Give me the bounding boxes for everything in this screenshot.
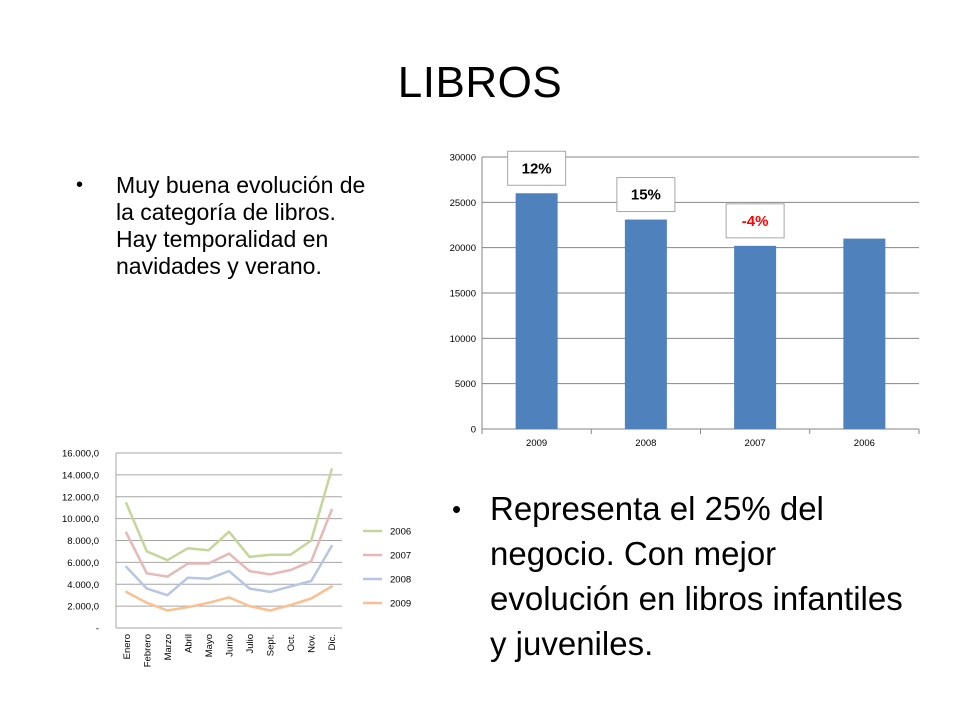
monthly-line-chart: - 2.000,0 4.000,0 6.000,0 8.000,0 10.000,0 12.…: [62, 449, 411, 668]
growth-label-box: [507, 150, 567, 186]
bullet-2: • Representa el 25% del negocio. Con mej…: [452, 486, 922, 666]
bar: [734, 245, 777, 429]
x-tick-label: Julio: [245, 634, 256, 654]
growth-label-box: [616, 177, 676, 213]
y-tick-label: 6.000,0: [67, 558, 99, 569]
yearly-bar-chart: 0 5000 10000 15000 20000 25000 30000 2009 12% 200…: [450, 150, 920, 449]
x-tick-label: Enero: [122, 634, 133, 659]
y-tick-label: 10.000,0: [62, 514, 99, 525]
bullet-dot-icon: •: [76, 174, 84, 196]
bar: [843, 238, 886, 429]
bar: [515, 193, 558, 429]
y-tick-label: 0: [471, 425, 476, 436]
x-tick-label: Oct.: [286, 634, 297, 651]
y-tick-label: 5000: [455, 379, 476, 390]
series-line-2008: [125, 544, 333, 597]
legend-label: 2009: [390, 599, 411, 610]
growth-label: -4%: [742, 213, 769, 230]
series-line-2009: [125, 585, 333, 612]
y-tick-label: 15000: [450, 289, 476, 300]
x-tick-label: 2007: [745, 438, 766, 449]
y-tick-label: 25000: [450, 198, 476, 209]
x-tick-label: Dic.: [327, 634, 338, 650]
x-tick-label: Abril: [183, 634, 194, 653]
bullet-2-text: Representa el 25% del negocio. Con mejor…: [490, 490, 903, 662]
series-line-2006: [125, 468, 333, 562]
x-tick-label: Nov.: [307, 634, 318, 653]
x-tick-label: Sept.: [266, 634, 277, 656]
slide-title: LIBROS: [397, 58, 563, 107]
bar: [624, 219, 667, 429]
y-tick-label: 12.000,0: [62, 492, 99, 503]
y-tick-label: 8.000,0: [67, 536, 99, 547]
y-tick-label: 4.000,0: [67, 580, 99, 591]
x-tick-label: Mayo: [204, 634, 215, 657]
bullet-1-text: Muy buena evolución de la categoría de l…: [116, 172, 366, 279]
y-tick-label: 14.000,0: [62, 470, 99, 481]
y-tick-label: -: [96, 624, 99, 635]
growth-label-box: [725, 203, 785, 239]
y-tick-label: 20000: [450, 243, 476, 254]
y-tick-label: 10000: [450, 334, 476, 345]
bullet-dot-icon: •: [452, 494, 462, 524]
bullet-1: • Muy buena evolución de la categoría de…: [76, 172, 376, 280]
legend-label: 2007: [390, 551, 411, 562]
x-tick-label: Febrero: [142, 634, 153, 667]
legend-label: 2006: [390, 527, 411, 538]
y-tick-label: 16.000,0: [62, 449, 99, 460]
growth-label: 15%: [631, 187, 661, 204]
x-tick-label: 2006: [854, 438, 875, 449]
series-line-2007: [125, 508, 333, 578]
y-tick-label: 30000: [450, 153, 476, 164]
x-tick-label: Junio: [225, 634, 236, 657]
x-tick-label: 2009: [526, 438, 547, 449]
x-tick-label: Marzo: [163, 634, 174, 660]
y-tick-label: 2.000,0: [67, 602, 99, 613]
x-tick-label: 2008: [635, 438, 656, 449]
growth-label: 12%: [522, 160, 552, 177]
legend-label: 2008: [390, 575, 411, 586]
